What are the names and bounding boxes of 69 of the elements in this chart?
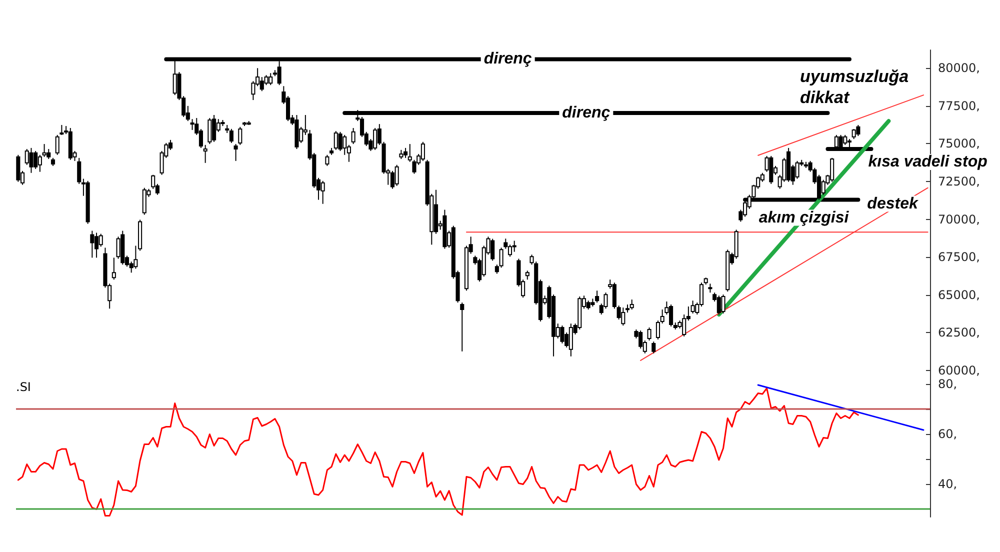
y-tick-label: 60, (938, 427, 958, 441)
y-tick-label: 70000, (938, 212, 980, 226)
candlestick (856, 124, 860, 137)
candlestick (320, 180, 325, 204)
candlestick (98, 233, 103, 248)
candlestick (690, 300, 695, 314)
candlestick (134, 245, 138, 270)
series-label: destek (867, 195, 919, 212)
y-tick-label: 62500, (938, 326, 980, 340)
y-tick-label: 75000, (938, 136, 980, 151)
y-tick-label: 67500, (938, 250, 980, 264)
y-tick-label: 60000, (938, 363, 980, 378)
candlestick (652, 341, 656, 354)
candlestick (234, 144, 238, 162)
candlestick (60, 124, 64, 136)
candlestick (90, 230, 94, 258)
candlestick (512, 240, 516, 252)
candlestick (208, 118, 212, 145)
candlestick (94, 232, 99, 258)
candlestick (612, 282, 616, 310)
candlestick (399, 149, 404, 160)
candlestick (229, 128, 234, 144)
series-label: akım çizgisi (758, 209, 850, 226)
y-tick-label: 40, (938, 477, 958, 491)
candlestick (238, 126, 242, 146)
candlestick (621, 307, 626, 326)
candlestick (656, 320, 660, 340)
candlestick (55, 134, 60, 156)
annotation: uyumsuzluğa dikkat (800, 67, 914, 107)
candlestick (843, 134, 848, 146)
candlestick (508, 244, 512, 258)
y-tick-label: 80000, (938, 61, 980, 76)
annotation: .SI (16, 380, 31, 394)
candlestick (16, 154, 20, 182)
candlestick (769, 155, 774, 184)
candlestick (460, 302, 464, 352)
candlestick (499, 247, 504, 268)
y-tick-label: 80, (938, 377, 958, 391)
candlestick (394, 164, 399, 186)
candlestick (595, 290, 600, 304)
candlestick (852, 128, 856, 140)
candlestick (821, 179, 826, 196)
series-label: direnç (562, 104, 610, 122)
candlestick (660, 309, 664, 324)
candlestick (77, 157, 82, 184)
y-tick-label: 72500, (938, 174, 980, 188)
candlestick (116, 236, 120, 260)
y-tick-label: 65000, (938, 288, 980, 302)
candlestick (630, 299, 634, 310)
candlestick (338, 131, 342, 152)
candlestick (251, 80, 256, 101)
candlestick (494, 264, 499, 274)
y-tick-label: 77500, (938, 98, 980, 113)
candlestick (351, 127, 356, 145)
candlestick (560, 325, 564, 344)
candlestick (390, 170, 395, 190)
series-label: kısa vadeli stop (868, 154, 988, 171)
candlestick (325, 154, 330, 166)
candlestick (38, 154, 42, 172)
candlestick (377, 124, 382, 146)
series-label: direnç (484, 50, 532, 68)
candlestick (647, 327, 652, 342)
candlestick (151, 174, 156, 190)
candlestick (42, 144, 46, 158)
candlestick (29, 147, 34, 174)
candlestick (721, 294, 726, 314)
candlestick (420, 141, 425, 162)
candlestick (203, 144, 208, 164)
candlestick (112, 257, 116, 280)
